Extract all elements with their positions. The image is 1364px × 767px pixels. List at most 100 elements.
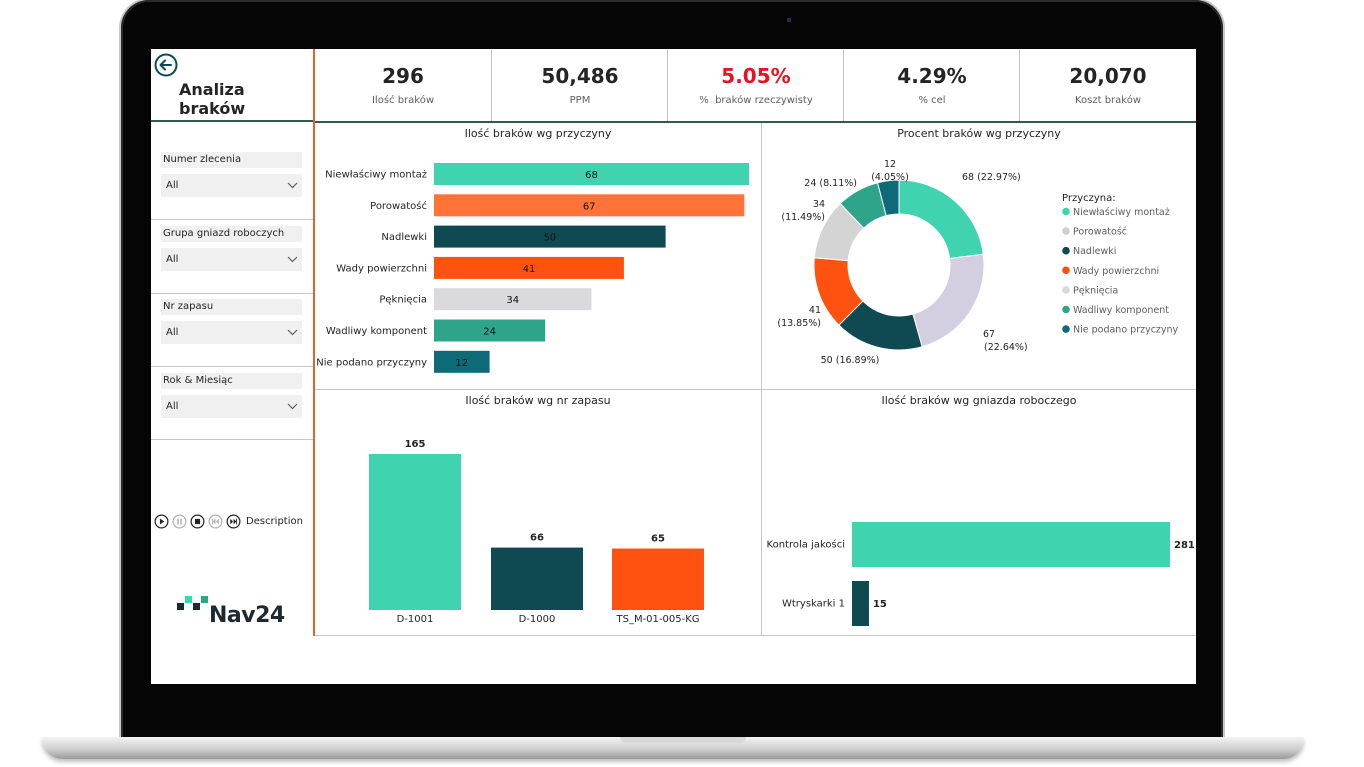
kpi-row: 296 Ilość braków 50,486 PPM 5.05% % brak… xyxy=(315,49,1196,123)
play-icon[interactable] xyxy=(154,514,169,529)
slice-label-value: 41 xyxy=(809,305,821,316)
legend-label[interactable]: Nie podano przyczyny xyxy=(1073,325,1179,336)
slice-label-value: 34 xyxy=(813,199,825,210)
chart-ilosc-wg-gniazda: Ilość braków wg gniazda roboczego Kontro… xyxy=(762,390,1196,635)
divider xyxy=(315,389,1196,390)
column[interactable] xyxy=(369,454,461,610)
page-title: Analiza braków xyxy=(179,80,246,118)
kpi-value: 5.05% xyxy=(721,64,791,88)
sidebar: Analiza braków Numer zlecenia All Grupa … xyxy=(151,49,315,636)
slicer-nr-zapasu: Nr zapasu All xyxy=(161,299,302,344)
slice-label: 24 (8.11%) xyxy=(804,178,857,189)
slicer-value: All xyxy=(166,327,179,338)
category-label: Wady powierzchni xyxy=(336,263,427,274)
logo-mark-icon xyxy=(177,596,208,610)
camera-dot xyxy=(787,18,791,22)
column[interactable] xyxy=(491,547,583,610)
data-label: 15 xyxy=(873,599,887,610)
slicer-value: All xyxy=(166,180,179,191)
column[interactable] xyxy=(612,548,704,610)
kpi-label: Koszt braków xyxy=(1074,95,1142,106)
slicer-dropdown[interactable]: All xyxy=(161,248,302,271)
stop-icon[interactable] xyxy=(190,514,205,529)
data-label: 24 xyxy=(483,327,496,338)
bar[interactable] xyxy=(852,581,869,626)
legend-marker[interactable] xyxy=(1062,266,1070,275)
data-label: 34 xyxy=(506,295,519,306)
category-label: TS_M-01-005-KG xyxy=(615,614,699,625)
divider xyxy=(761,123,762,635)
back-arrow-icon[interactable] xyxy=(154,53,178,77)
chevron-down-icon xyxy=(287,256,298,263)
kpi-value: 296 xyxy=(382,64,424,88)
slicer-dropdown[interactable]: All xyxy=(161,395,302,418)
nav24-logo: Nav24 xyxy=(177,593,287,633)
category-label: Nie podano przyczyny xyxy=(316,357,427,368)
slicer-grupa-gniazd: Grupa gniazd roboczych All xyxy=(161,226,302,271)
legend-label[interactable]: Wadliwy komponent xyxy=(1073,305,1169,316)
legend-label[interactable]: Niewłaściwy montaż xyxy=(1073,207,1170,218)
bar[interactable] xyxy=(434,163,749,185)
slicer-dropdown[interactable]: All xyxy=(161,321,302,344)
donut-slice[interactable] xyxy=(898,179,984,260)
bar[interactable] xyxy=(852,522,1170,567)
divider xyxy=(151,293,313,294)
bar[interactable] xyxy=(434,319,546,342)
bar[interactable] xyxy=(434,256,624,279)
divider xyxy=(151,219,313,220)
legend-label[interactable]: Pęknięcia xyxy=(1073,285,1118,296)
play-axis: Description xyxy=(154,513,303,529)
next-icon[interactable] xyxy=(226,514,241,529)
slicer-dropdown[interactable]: All xyxy=(161,174,302,197)
bar[interactable] xyxy=(434,194,745,217)
data-label: 50 xyxy=(543,233,556,244)
player-description-label: Description xyxy=(246,515,303,527)
legend-label[interactable]: Porowatość xyxy=(1073,227,1127,238)
legend-marker[interactable] xyxy=(1062,227,1070,235)
legend-marker[interactable] xyxy=(1062,286,1070,294)
slicer-label: Nr zapasu xyxy=(161,299,302,315)
divider xyxy=(151,366,313,367)
slicer-value: All xyxy=(166,401,179,412)
category-label: Nadlewki xyxy=(381,232,427,243)
kpi-card-ppm: 50,486 PPM xyxy=(491,49,668,121)
chart-title: Procent braków wg przyczyny xyxy=(897,127,1061,140)
donut-slice[interactable] xyxy=(912,253,985,348)
category-label: D-1001 xyxy=(397,614,434,625)
kpi-card-ilosc-brakow: 296 Ilość braków xyxy=(315,49,491,121)
data-label: 65 xyxy=(651,534,665,545)
category-label: Kontrola jakości xyxy=(767,539,845,551)
slice-label-percent: (13.85%) xyxy=(777,318,821,329)
donut-slice[interactable] xyxy=(876,179,900,217)
data-label: 281 xyxy=(1174,540,1195,551)
slice-label-percent: (4.05%) xyxy=(871,172,909,183)
chart-svg: 165 D-1001 66 D-1000 65 TS_M-01-005-KG xyxy=(369,439,704,625)
bar[interactable] xyxy=(434,225,666,248)
category-label: Niewłaściwy montaż xyxy=(325,169,427,181)
slice-label-percent: (22.64%) xyxy=(984,342,1028,353)
legend-marker[interactable] xyxy=(1062,305,1070,314)
legend-marker[interactable] xyxy=(1062,246,1070,255)
slicer-label: Grupa gniazd roboczych xyxy=(161,226,302,242)
chart-title: Ilość braków wg przyczyny xyxy=(464,127,612,140)
chart-svg: Niewłaściwy montaż 68 Porowatość 67 Nadlewki… xyxy=(316,163,749,373)
category-label: D-1000 xyxy=(519,614,556,625)
dashboard-screen: Analiza braków Numer zlecenia All Grupa … xyxy=(151,49,1196,684)
chart-svg: 68 (22.97%) 67 (22.64%) 50 (16.89%) 41 (13.85… xyxy=(777,159,1179,366)
chevron-down-icon xyxy=(287,329,298,336)
legend-marker[interactable] xyxy=(1062,325,1070,333)
kpi-label: % braków rzeczywisty xyxy=(699,95,813,106)
bar[interactable] xyxy=(434,350,490,373)
pause-icon[interactable] xyxy=(172,514,187,529)
slicer-label: Numer zlecenia xyxy=(161,152,302,168)
chart-svg: Kontrola jakości 281 Wtryskarki 1 15 xyxy=(767,522,1195,626)
previous-icon[interactable] xyxy=(208,514,223,529)
kpi-label: PPM xyxy=(569,95,591,106)
kpi-value: 20,070 xyxy=(1069,64,1147,88)
chevron-down-icon xyxy=(287,403,298,410)
slice-label-value: 12 xyxy=(884,159,896,170)
legend-label[interactable]: Nadlewki xyxy=(1073,246,1116,257)
bar[interactable] xyxy=(434,288,592,311)
legend-marker[interactable] xyxy=(1062,207,1070,216)
legend-label[interactable]: Wady powierzchni xyxy=(1073,266,1159,277)
